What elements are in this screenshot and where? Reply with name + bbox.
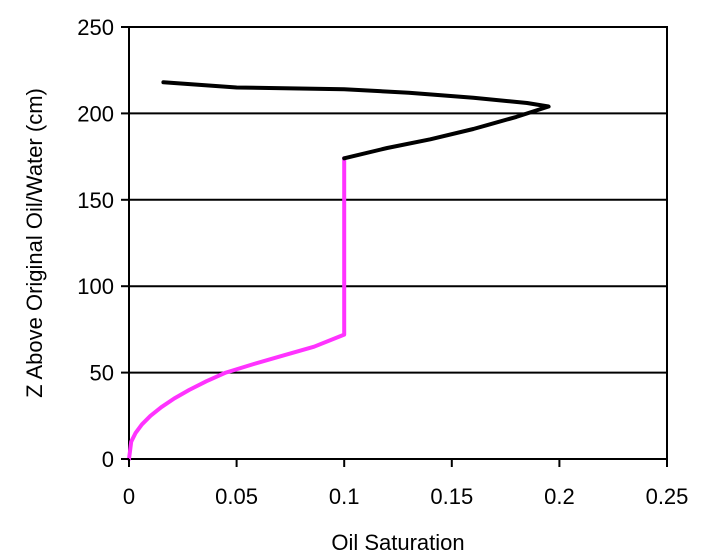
x-tick-label-5: 0.25 <box>646 484 689 509</box>
plot-area-frame <box>128 26 668 460</box>
x-tick-label-1: 0.05 <box>215 484 258 509</box>
y-tick-label-1: 50 <box>90 361 114 386</box>
gridlines <box>129 112 667 374</box>
x-axis-ticks: 0 0.05 0.1 0.15 0.2 0.25 <box>123 459 689 509</box>
y-axis-label: Z Above Original Oil/Water (cm) <box>22 88 47 398</box>
series-line-0 <box>127 156 347 461</box>
series-layer <box>127 80 551 461</box>
y-tick-label-5: 250 <box>77 15 114 40</box>
x-tick-label-2: 0.1 <box>329 484 360 509</box>
series-line-1 <box>161 80 551 161</box>
x-tick-label-3: 0.15 <box>430 484 473 509</box>
x-axis-label: Oil Saturation <box>331 530 464 555</box>
y-axis-ticks: 0 50 100 150 200 250 <box>77 15 129 472</box>
y-tick-label-2: 100 <box>77 274 114 299</box>
x-tick-label-0: 0 <box>123 484 135 509</box>
y-tick-label-3: 150 <box>77 188 114 213</box>
x-tick-label-4: 0.2 <box>544 484 575 509</box>
y-tick-label-0: 0 <box>102 447 114 472</box>
y-tick-label-4: 200 <box>77 101 114 126</box>
